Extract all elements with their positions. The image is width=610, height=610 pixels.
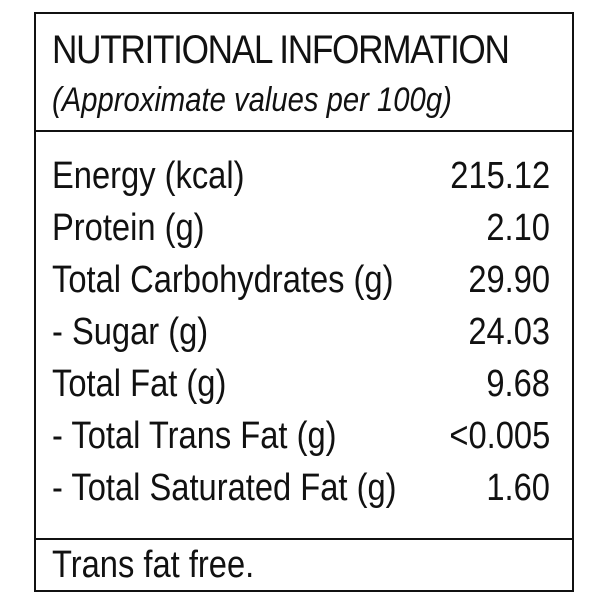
nutrient-value: 24.03 (468, 311, 550, 353)
nutrient-name: Total Fat (g) (52, 363, 227, 405)
nutrient-value: 2.10 (486, 207, 550, 249)
nutrient-row-carbohydrates: Total Carbohydrates (g) 29.90 (36, 254, 572, 306)
nutrient-row-saturated-fat: - Total Saturated Fat (g) 1.60 (36, 462, 572, 514)
nutrient-row-protein: Protein (g) 2.10 (36, 202, 572, 254)
nutrient-value: 215.12 (450, 155, 550, 197)
footer-note: Trans fat free. (52, 544, 255, 586)
nutrient-name: - Sugar (g) (52, 311, 209, 353)
nutrient-name: Energy (kcal) (52, 155, 245, 197)
nutrient-value: 9.68 (486, 363, 550, 405)
nutrient-name: Protein (g) (52, 207, 205, 249)
label-footer: Trans fat free. (36, 540, 572, 590)
nutrient-row-energy: Energy (kcal) 215.12 (36, 150, 572, 202)
nutrient-row-trans-fat: - Total Trans Fat (g) <0.005 (36, 410, 572, 462)
nutrition-label: NUTRITIONAL INFORMATION (Approximate val… (34, 12, 574, 592)
label-header: NUTRITIONAL INFORMATION (Approximate val… (36, 14, 572, 132)
nutrient-row-total-fat: Total Fat (g) 9.68 (36, 358, 572, 410)
nutrient-row-sugar: - Sugar (g) 24.03 (36, 306, 572, 358)
nutrient-name: - Total Saturated Fat (g) (52, 467, 397, 509)
label-subtitle: (Approximate values per 100g) (52, 81, 452, 119)
label-title: NUTRITIONAL INFORMATION (52, 28, 510, 72)
nutrient-name: Total Carbohydrates (g) (52, 259, 394, 301)
nutrient-value: 1.60 (486, 467, 550, 509)
nutrient-name: - Total Trans Fat (g) (52, 415, 337, 457)
nutrient-table: Energy (kcal) 215.12 Protein (g) 2.10 To… (36, 132, 572, 540)
nutrient-value: <0.005 (449, 415, 550, 457)
nutrient-value: 29.90 (468, 259, 550, 301)
